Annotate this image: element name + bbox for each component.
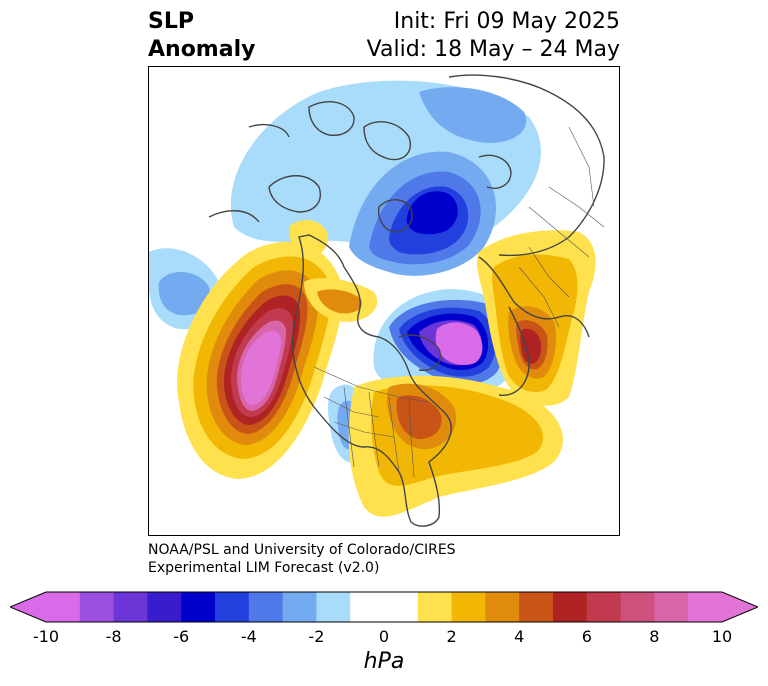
- colorbar-tick-label: -4: [240, 627, 257, 646]
- coastlines: [208, 74, 605, 527]
- map-canvas: [149, 67, 619, 535]
- colorbar-cell: [215, 592, 250, 622]
- colorbar-cell: [384, 592, 419, 622]
- colorbar-cell: [586, 592, 622, 622]
- colorbar-tick-label: 4: [514, 627, 525, 646]
- credit-line-1: NOAA/PSL and University of Colorado/CIRE…: [148, 542, 456, 558]
- colorbar-tick-label: -10: [32, 627, 60, 646]
- colorbar-cell: [654, 592, 689, 622]
- map-title: SLP Anomaly: [148, 8, 255, 64]
- init-date: Init: Fri 09 May 2025: [393, 9, 620, 34]
- colorbar-extend-high: [722, 592, 758, 622]
- title-variable: SLP: [148, 9, 194, 34]
- colorbar-cell: [248, 592, 284, 622]
- colorbar-units: hPa: [363, 649, 405, 674]
- colorbar-tick-label: -2: [308, 627, 325, 646]
- colorbar-cell: [417, 592, 453, 622]
- colorbar-cell: [519, 592, 554, 622]
- colorbar-cell: [451, 592, 486, 622]
- colorbar-tick-label: 6: [581, 627, 592, 646]
- colorbar: [10, 591, 758, 623]
- colorbar-cell: [282, 592, 317, 622]
- colorbar-extend-low: [10, 592, 46, 622]
- colorbar-cell: [79, 592, 115, 622]
- colorbar-tick-label: 8: [649, 627, 660, 646]
- colorbar-cell: [350, 592, 385, 622]
- data-credit: NOAA/PSL and University of Colorado/CIRE…: [148, 541, 456, 577]
- colorbar-outline: [10, 591, 758, 623]
- colorbar-cell: [620, 592, 655, 622]
- colorbar-cell: [553, 592, 588, 622]
- colorbar-cell: [147, 592, 182, 622]
- negative-anomaly-fields: [149, 80, 541, 463]
- colorbar-tick-label: -6: [173, 627, 190, 646]
- colorbar-cell: [316, 592, 351, 622]
- credit-line-2: Experimental LIM Forecast (v2.0): [148, 560, 380, 576]
- colorbar-cell: [113, 592, 148, 622]
- political-borders: [313, 126, 605, 478]
- colorbar-tick-label: 2: [446, 627, 457, 646]
- colorbar-cell: [46, 592, 81, 622]
- colorbar-tick-label: 0: [378, 627, 390, 646]
- colorbar-cell: [181, 592, 216, 622]
- colorbar-cell: [485, 592, 520, 622]
- colorbar-cells: [46, 592, 723, 622]
- colorbar-tick-label: 10: [711, 627, 733, 646]
- title-type: Anomaly: [148, 37, 256, 62]
- colorbar-tick-label: -8: [105, 627, 122, 646]
- colorbar-cell: [688, 592, 723, 622]
- valid-range: Valid: 18 May – 24 May: [366, 37, 620, 62]
- forecast-dates: Init: Fri 09 May 2025 Valid: 18 May – 24…: [367, 8, 620, 64]
- anomaly-map: [148, 66, 620, 536]
- positive-anomaly-fields: [177, 220, 596, 517]
